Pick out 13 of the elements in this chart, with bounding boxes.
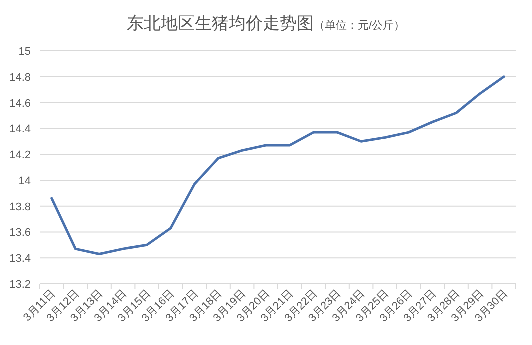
chart-title: 东北地区生猪均价走势图 [126,14,314,33]
y-tick-label: 14.6 [10,98,31,110]
y-tick-label: 13.8 [10,201,31,214]
y-tick-label: 14.4 [10,124,31,136]
y-tick-label: 14 [18,175,31,188]
y-tick-label: 13.4 [10,253,31,266]
chart-subtitle: （单位：元/公斤） [314,19,406,32]
y-tick-label: 13.6 [10,227,31,240]
y-tick-label: 13.2 [10,279,31,291]
line-series [50,76,506,256]
y-tick-label: 15 [18,46,31,58]
y-tick-label: 14.2 [10,150,31,162]
y-tick-label: 14.8 [10,72,31,84]
